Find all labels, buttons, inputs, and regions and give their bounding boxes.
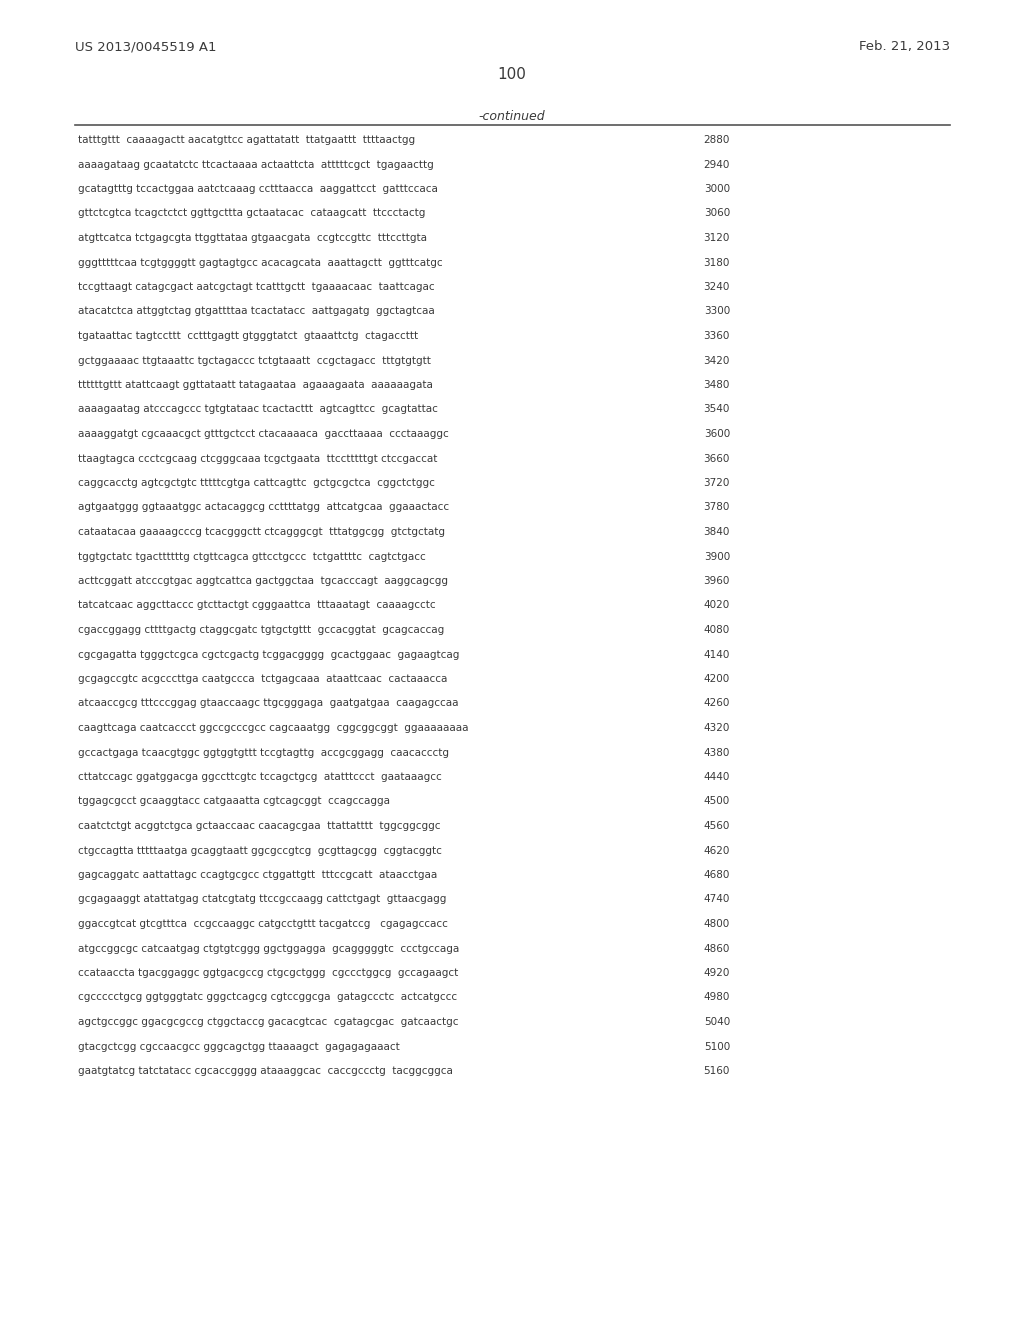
Text: ggaccgtcat gtcgtttca  ccgccaaggc catgcctgttt tacgatccg   cgagagccacc: ggaccgtcat gtcgtttca ccgccaaggc catgcctg…	[78, 919, 447, 929]
Text: 100: 100	[498, 67, 526, 82]
Text: 3720: 3720	[703, 478, 730, 488]
Text: atgccggcgc catcaatgag ctgtgtcggg ggctggagga  gcagggggtc  ccctgccaga: atgccggcgc catcaatgag ctgtgtcggg ggctgga…	[78, 944, 459, 953]
Text: tatttgttt  caaaagactt aacatgttcc agattatatt  ttatgaattt  ttttaactgg: tatttgttt caaaagactt aacatgttcc agattata…	[78, 135, 415, 145]
Text: gcatagtttg tccactggaa aatctcaaag cctttaacca  aaggattcct  gatttccaca: gcatagtttg tccactggaa aatctcaaag cctttaa…	[78, 183, 438, 194]
Text: 4200: 4200	[703, 675, 730, 684]
Text: aaaagataag gcaatatctc ttcactaaaa actaattcta  atttttcgct  tgagaacttg: aaaagataag gcaatatctc ttcactaaaa actaatt…	[78, 160, 434, 169]
Text: US 2013/0045519 A1: US 2013/0045519 A1	[75, 40, 216, 53]
Text: 4980: 4980	[703, 993, 730, 1002]
Text: atcaaccgcg tttcccggag gtaaccaagc ttgcgggaga  gaatgatgaa  caagagccaa: atcaaccgcg tttcccggag gtaaccaagc ttgcggg…	[78, 698, 459, 709]
Text: 5100: 5100	[703, 1041, 730, 1052]
Text: 4800: 4800	[703, 919, 730, 929]
Text: ctgccagtta tttttaatga gcaggtaatt ggcgccgtcg  gcgttagcgg  cggtacggtc: ctgccagtta tttttaatga gcaggtaatt ggcgccg…	[78, 846, 442, 855]
Text: tggagcgcct gcaaggtacc catgaaatta cgtcagcggt  ccagccagga: tggagcgcct gcaaggtacc catgaaatta cgtcagc…	[78, 796, 390, 807]
Text: gtacgctcgg cgccaacgcc gggcagctgg ttaaaagct  gagagagaaact: gtacgctcgg cgccaacgcc gggcagctgg ttaaaag…	[78, 1041, 399, 1052]
Text: agctgccggc ggacgcgccg ctggctaccg gacacgtcac  cgatagcgac  gatcaactgc: agctgccggc ggacgcgccg ctggctaccg gacacgt…	[78, 1016, 459, 1027]
Text: gttctcgtca tcagctctct ggttgcttta gctaatacac  cataagcatt  ttccctactg: gttctcgtca tcagctctct ggttgcttta gctaata…	[78, 209, 425, 219]
Text: gcgagccgtc acgcccttga caatgccca  tctgagcaaa  ataattcaac  cactaaacca: gcgagccgtc acgcccttga caatgccca tctgagca…	[78, 675, 447, 684]
Text: cgccccctgcg ggtgggtatc gggctcagcg cgtccggcga  gatagccctc  actcatgccc: cgccccctgcg ggtgggtatc gggctcagcg cgtccg…	[78, 993, 457, 1002]
Text: 4620: 4620	[703, 846, 730, 855]
Text: 5160: 5160	[703, 1067, 730, 1076]
Text: 3180: 3180	[703, 257, 730, 268]
Text: caagttcaga caatcaccct ggccgcccgcc cagcaaatgg  cggcggcggt  ggaaaaaaaa: caagttcaga caatcaccct ggccgcccgcc cagcaa…	[78, 723, 469, 733]
Text: 4140: 4140	[703, 649, 730, 660]
Text: 3300: 3300	[703, 306, 730, 317]
Text: 3360: 3360	[703, 331, 730, 341]
Text: 3600: 3600	[703, 429, 730, 440]
Text: 3060: 3060	[703, 209, 730, 219]
Text: Feb. 21, 2013: Feb. 21, 2013	[859, 40, 950, 53]
Text: 3480: 3480	[703, 380, 730, 389]
Text: 4440: 4440	[703, 772, 730, 781]
Text: 2940: 2940	[703, 160, 730, 169]
Text: 4380: 4380	[703, 747, 730, 758]
Text: 3120: 3120	[703, 234, 730, 243]
Text: acttcggatt atcccgtgac aggtcattca gactggctaa  tgcacccagt  aaggcagcgg: acttcggatt atcccgtgac aggtcattca gactggc…	[78, 576, 449, 586]
Text: 4560: 4560	[703, 821, 730, 832]
Text: atacatctca attggtctag gtgattttaa tcactatacc  aattgagatg  ggctagtcaa: atacatctca attggtctag gtgattttaa tcactat…	[78, 306, 435, 317]
Text: 3420: 3420	[703, 355, 730, 366]
Text: agtgaatggg ggtaaatggc actacaggcg ccttttatgg  attcatgcaa  ggaaactacc: agtgaatggg ggtaaatggc actacaggcg cctttta…	[78, 503, 450, 512]
Text: 4020: 4020	[703, 601, 730, 610]
Text: ccataaccta tgacggaggc ggtgacgccg ctgcgctggg  cgccctggcg  gccagaagct: ccataaccta tgacggaggc ggtgacgccg ctgcgct…	[78, 968, 459, 978]
Text: 4320: 4320	[703, 723, 730, 733]
Text: cgaccggagg cttttgactg ctaggcgatc tgtgctgttt  gccacggtat  gcagcaccag: cgaccggagg cttttgactg ctaggcgatc tgtgctg…	[78, 624, 444, 635]
Text: tatcatcaac aggcttaccc gtcttactgt cgggaattca  tttaaatagt  caaaagcctc: tatcatcaac aggcttaccc gtcttactgt cgggaat…	[78, 601, 435, 610]
Text: 3240: 3240	[703, 282, 730, 292]
Text: 4260: 4260	[703, 698, 730, 709]
Text: cgcgagatta tgggctcgca cgctcgactg tcggacgggg  gcactggaac  gagaagtcag: cgcgagatta tgggctcgca cgctcgactg tcggacg…	[78, 649, 460, 660]
Text: ttaagtagca ccctcgcaag ctcgggcaaa tcgctgaata  ttcctttttgt ctccgaccat: ttaagtagca ccctcgcaag ctcgggcaaa tcgctga…	[78, 454, 437, 463]
Text: 3900: 3900	[703, 552, 730, 561]
Text: gctggaaaac ttgtaaattc tgctagaccc tctgtaaatt  ccgctagacc  tttgtgtgtt: gctggaaaac ttgtaaattc tgctagaccc tctgtaa…	[78, 355, 431, 366]
Text: 2880: 2880	[703, 135, 730, 145]
Text: tggtgctatc tgacttttttg ctgttcagca gttcctgccc  tctgattttc  cagtctgacc: tggtgctatc tgacttttttg ctgttcagca gttcct…	[78, 552, 426, 561]
Text: 4860: 4860	[703, 944, 730, 953]
Text: 3000: 3000	[703, 183, 730, 194]
Text: gagcaggatc aattattagc ccagtgcgcc ctggattgtt  tttccgcatt  ataacctgaa: gagcaggatc aattattagc ccagtgcgcc ctggatt…	[78, 870, 437, 880]
Text: caatctctgt acggtctgca gctaaccaac caacagcgaa  ttattatttt  tggcggcggc: caatctctgt acggtctgca gctaaccaac caacagc…	[78, 821, 440, 832]
Text: aaaagaatag atcccagccc tgtgtataac tcactacttt  agtcagttcc  gcagtattac: aaaagaatag atcccagccc tgtgtataac tcactac…	[78, 404, 438, 414]
Text: caggcacctg agtcgctgtc tttttcgtga cattcagttc  gctgcgctca  cggctctggc: caggcacctg agtcgctgtc tttttcgtga cattcag…	[78, 478, 435, 488]
Text: aaaaggatgt cgcaaacgct gtttgctcct ctacaaaaca  gaccttaaaa  ccctaaaggc: aaaaggatgt cgcaaacgct gtttgctcct ctacaaa…	[78, 429, 449, 440]
Text: 4740: 4740	[703, 895, 730, 904]
Text: atgttcatca tctgagcgta ttggttataa gtgaacgata  ccgtccgttc  tttccttgta: atgttcatca tctgagcgta ttggttataa gtgaacg…	[78, 234, 427, 243]
Text: cataatacaa gaaaagcccg tcacgggctt ctcagggcgt  tttatggcgg  gtctgctatg: cataatacaa gaaaagcccg tcacgggctt ctcaggg…	[78, 527, 445, 537]
Text: gcgagaaggt atattatgag ctatcgtatg ttccgccaagg cattctgagt  gttaacgagg: gcgagaaggt atattatgag ctatcgtatg ttccgcc…	[78, 895, 446, 904]
Text: 3780: 3780	[703, 503, 730, 512]
Text: tccgttaagt catagcgact aatcgctagt tcatttgctt  tgaaaacaac  taattcagac: tccgttaagt catagcgact aatcgctagt tcatttg…	[78, 282, 434, 292]
Text: cttatccagc ggatggacga ggccttcgtc tccagctgcg  atatttccct  gaataaagcc: cttatccagc ggatggacga ggccttcgtc tccagct…	[78, 772, 441, 781]
Text: 3840: 3840	[703, 527, 730, 537]
Text: ttttttgttt atattcaagt ggttataatt tatagaataa  agaaagaata  aaaaaagata: ttttttgttt atattcaagt ggttataatt tatagaa…	[78, 380, 433, 389]
Text: gggtttttcaa tcgtggggtt gagtagtgcc acacagcata  aaattagctt  ggtttcatgc: gggtttttcaa tcgtggggtt gagtagtgcc acacag…	[78, 257, 442, 268]
Text: -continued: -continued	[478, 110, 546, 123]
Text: 3540: 3540	[703, 404, 730, 414]
Text: 4920: 4920	[703, 968, 730, 978]
Text: 3960: 3960	[703, 576, 730, 586]
Text: 4080: 4080	[703, 624, 730, 635]
Text: 3660: 3660	[703, 454, 730, 463]
Text: gccactgaga tcaacgtggc ggtggtgttt tccgtagttg  accgcggagg  caacaccctg: gccactgaga tcaacgtggc ggtggtgttt tccgtag…	[78, 747, 449, 758]
Text: 5040: 5040	[703, 1016, 730, 1027]
Text: gaatgtatcg tatctatacc cgcaccgggg ataaaggcac  caccgccctg  tacggcggca: gaatgtatcg tatctatacc cgcaccgggg ataaagg…	[78, 1067, 453, 1076]
Text: 4500: 4500	[703, 796, 730, 807]
Text: tgataattac tagtccttt  cctttgagtt gtgggtatct  gtaaattctg  ctagaccttt: tgataattac tagtccttt cctttgagtt gtgggtat…	[78, 331, 418, 341]
Text: 4680: 4680	[703, 870, 730, 880]
